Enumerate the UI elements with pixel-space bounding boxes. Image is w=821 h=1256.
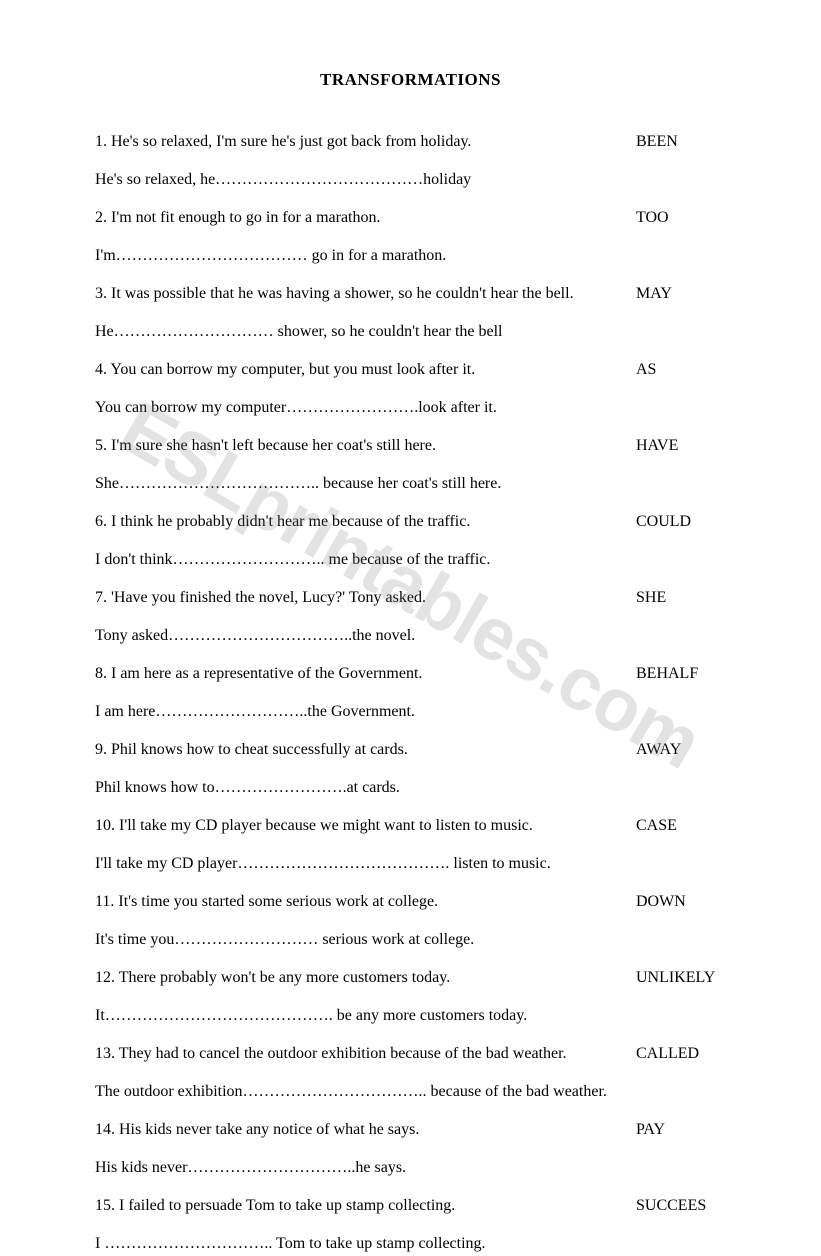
item-prompt-row: 13. They had to cancel the outdoor exhib… xyxy=(95,1042,726,1066)
item-response: He's so relaxed, he…………………………………holiday xyxy=(95,168,726,192)
item-prompt-row: 7. 'Have you finished the novel, Lucy?' … xyxy=(95,586,726,610)
item-prompt: 14. His kids never take any notice of wh… xyxy=(95,1118,636,1142)
content-container: TRANSFORMATIONS 1. He's so relaxed, I'm … xyxy=(95,70,726,1256)
item-keyword: CALLED xyxy=(636,1042,726,1066)
item-response: It's time you……………………… serious work at c… xyxy=(95,928,726,952)
item-keyword: TOO xyxy=(636,206,726,230)
item-keyword: COULD xyxy=(636,510,726,534)
item-prompt: 13. They had to cancel the outdoor exhib… xyxy=(95,1042,636,1066)
item-keyword: PAY xyxy=(636,1118,726,1142)
item-prompt: 11. It's time you started some serious w… xyxy=(95,890,636,914)
item-prompt-row: 5. I'm sure she hasn't left because her … xyxy=(95,434,726,458)
item-response: I don't think……………………….. me because of t… xyxy=(95,548,726,572)
item-prompt: 3. It was possible that he was having a … xyxy=(95,282,636,306)
item-keyword: DOWN xyxy=(636,890,726,914)
item-prompt-row: 12. There probably won't be any more cus… xyxy=(95,966,726,990)
item-response: The outdoor exhibition…………………………….. beca… xyxy=(95,1080,726,1104)
item-prompt: 15. I failed to persuade Tom to take up … xyxy=(95,1194,636,1218)
item-prompt: 7. 'Have you finished the novel, Lucy?' … xyxy=(95,586,636,610)
item-keyword: UNLIKELY xyxy=(636,966,726,990)
item-keyword: HAVE xyxy=(636,434,726,458)
item-response: It……………………………………. be any more customers … xyxy=(95,1004,726,1028)
item-prompt-row: 15. I failed to persuade Tom to take up … xyxy=(95,1194,726,1218)
item-prompt: 9. Phil knows how to cheat successfully … xyxy=(95,738,636,762)
item-response: You can borrow my computer…………………….look … xyxy=(95,396,726,420)
item-prompt-row: 1. He's so relaxed, I'm sure he's just g… xyxy=(95,130,726,154)
item-keyword: CASE xyxy=(636,814,726,838)
item-response: She……………………………….. because her coat's sti… xyxy=(95,472,726,496)
item-prompt-row: 9. Phil knows how to cheat successfully … xyxy=(95,738,726,762)
item-keyword: AS xyxy=(636,358,726,382)
item-response: Phil knows how to…………………….at cards. xyxy=(95,776,726,800)
item-response: I ………………………….. Tom to take up stamp coll… xyxy=(95,1232,726,1256)
item-response: Tony asked……………………………..the novel. xyxy=(95,624,726,648)
item-response: He………………………… shower, so he couldn't hear… xyxy=(95,320,726,344)
item-response: I'll take my CD player…………………………………. lis… xyxy=(95,852,726,876)
item-prompt: 6. I think he probably didn't hear me be… xyxy=(95,510,636,534)
item-keyword: BEHALF xyxy=(636,662,726,686)
item-prompt: 12. There probably won't be any more cus… xyxy=(95,966,636,990)
item-prompt-row: 4. You can borrow my computer, but you m… xyxy=(95,358,726,382)
item-response: His kids never…………………………..he says. xyxy=(95,1156,726,1180)
item-prompt-row: 3. It was possible that he was having a … xyxy=(95,282,726,306)
item-keyword: SHE xyxy=(636,586,726,610)
item-keyword: MAY xyxy=(636,282,726,306)
item-prompt: 5. I'm sure she hasn't left because her … xyxy=(95,434,636,458)
item-prompt-row: 8. I am here as a representative of the … xyxy=(95,662,726,686)
item-response: I am here………………………..the Government. xyxy=(95,700,726,724)
item-keyword: AWAY xyxy=(636,738,726,762)
item-prompt: 8. I am here as a representative of the … xyxy=(95,662,636,686)
item-prompt-row: 6. I think he probably didn't hear me be… xyxy=(95,510,726,534)
item-prompt-row: 14. His kids never take any notice of wh… xyxy=(95,1118,726,1142)
item-prompt-row: 11. It's time you started some serious w… xyxy=(95,890,726,914)
item-keyword: BEEN xyxy=(636,130,726,154)
page-title: TRANSFORMATIONS xyxy=(95,70,726,90)
item-prompt: 10. I'll take my CD player because we mi… xyxy=(95,814,636,838)
item-response: I'm……………………………… go in for a marathon. xyxy=(95,244,726,268)
item-prompt-row: 10. I'll take my CD player because we mi… xyxy=(95,814,726,838)
item-prompt-row: 2. I'm not fit enough to go in for a mar… xyxy=(95,206,726,230)
item-prompt: 4. You can borrow my computer, but you m… xyxy=(95,358,636,382)
item-prompt: 1. He's so relaxed, I'm sure he's just g… xyxy=(95,130,636,154)
item-prompt: 2. I'm not fit enough to go in for a mar… xyxy=(95,206,636,230)
items-list: 1. He's so relaxed, I'm sure he's just g… xyxy=(95,130,726,1256)
item-keyword: SUCCEES xyxy=(636,1194,726,1218)
